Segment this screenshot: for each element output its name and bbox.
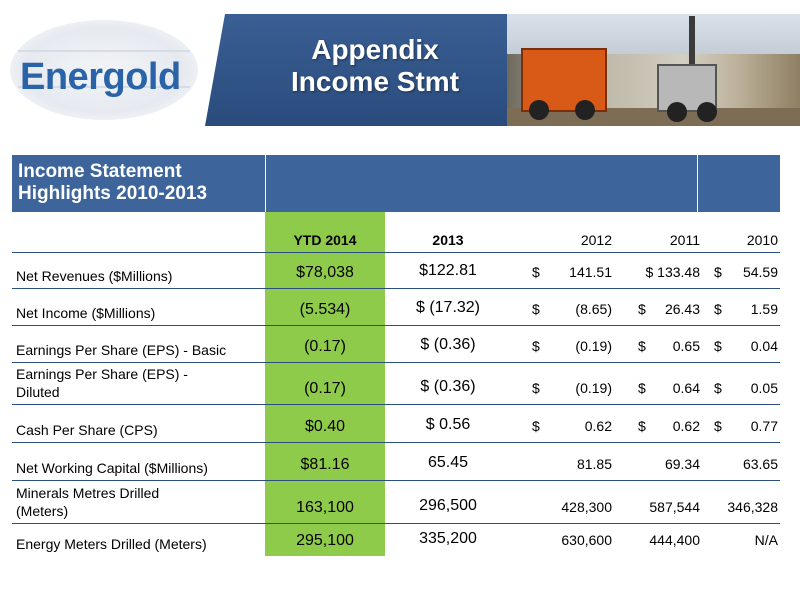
dollar-sign: $: [714, 380, 722, 396]
row-label: Net Revenues ($Millions): [16, 268, 173, 284]
value-2010: 63.65: [742, 456, 778, 472]
drill-rig-image: [689, 16, 695, 108]
row-label: Earnings Per Share (EPS) - Diluted: [16, 366, 188, 400]
value-2011: 0.62: [672, 418, 700, 434]
value-2011: 69.34: [664, 456, 700, 472]
value-2013: $ (0.36): [420, 336, 476, 353]
ytd-2014-value: (0.17): [304, 380, 346, 397]
ytd-2014-value: (0.17): [304, 338, 346, 355]
value-2011: 0.65: [672, 338, 700, 354]
value-2010: 0.04: [750, 338, 778, 354]
value-2010: 0.05: [750, 380, 778, 396]
slide-title-line1: Appendix: [311, 34, 439, 65]
ytd-highlight-column: [265, 212, 385, 556]
value-2011: $ 133.48: [645, 264, 701, 280]
value-2012: 141.51: [569, 264, 612, 280]
dollar-sign: $: [532, 264, 540, 280]
table-title-line1: Income Statement: [18, 161, 182, 182]
column-header-1: 2013: [432, 232, 464, 248]
value-2010: 54.59: [742, 264, 778, 280]
globe-icon: [10, 20, 198, 120]
drilling-photos: [507, 14, 800, 126]
value-2013: $ 0.56: [425, 416, 471, 433]
energold-logo: Energold: [0, 12, 210, 130]
value-2010: 346,328: [727, 499, 778, 515]
dollar-sign: $: [638, 380, 646, 396]
column-header-4: 2010: [746, 232, 778, 248]
value-2013: $ (17.32): [415, 299, 481, 316]
row-label: Earnings Per Share (EPS) - Basic: [16, 342, 227, 358]
value-2012: 0.62: [584, 418, 612, 434]
dollar-sign: $: [714, 418, 722, 434]
table-header-band: Income Statement Highlights 2010-2013: [12, 155, 780, 212]
row-label: Cash Per Share (CPS): [16, 422, 158, 438]
value-2011: 26.43: [664, 301, 700, 317]
value-2012: (0.19): [575, 338, 612, 354]
value-2011: 587,544: [649, 499, 700, 515]
ytd-2014-value: 163,100: [296, 499, 354, 516]
value-2011: 444,400: [649, 532, 700, 548]
dollar-sign: $: [638, 418, 646, 434]
dollar-sign: $: [532, 301, 540, 317]
title-banner: Appendix Income Stmt: [205, 14, 800, 126]
income-statement-table: Income Statement Highlights 2010-2013 YT…: [12, 155, 780, 556]
column-header-0: YTD 2014: [293, 232, 357, 248]
logo-text: Energold: [20, 56, 181, 98]
dollar-sign: $: [532, 418, 540, 434]
dollar-sign: $: [532, 338, 540, 354]
slide-title: Appendix Income Stmt: [245, 34, 505, 98]
value-2012: (0.19): [575, 380, 612, 396]
value-2013: $ (0.36): [420, 378, 476, 395]
slide-title-line2: Income Stmt: [290, 66, 460, 97]
value-2013: 65.45: [427, 454, 469, 471]
value-2010: N/A: [754, 532, 778, 548]
value-2012: (8.65): [575, 301, 612, 317]
dollar-sign: $: [714, 338, 722, 354]
value-2013: $122.81: [419, 262, 477, 279]
value-2011: 0.64: [672, 380, 700, 396]
value-2013: 296,500: [419, 497, 477, 514]
value-2012: 428,300: [561, 499, 612, 515]
row-label: Energy Meters Drilled (Meters): [16, 536, 207, 552]
row-label: Minerals Metres Drilled (Meters): [16, 485, 160, 519]
value-2012: 630,600: [561, 532, 612, 548]
dollar-sign: $: [638, 301, 646, 317]
dollar-sign: $: [714, 264, 722, 280]
dollar-sign: $: [532, 380, 540, 396]
row-label: Net Income ($Millions): [16, 305, 156, 321]
ytd-2014-value: (5.534): [299, 301, 351, 318]
row-label: Net Working Capital ($Millions): [16, 460, 208, 476]
table-title: Income Statement Highlights 2010-2013: [18, 161, 268, 205]
ytd-2014-value: $0.40: [304, 418, 346, 435]
dollar-sign: $: [714, 301, 722, 317]
column-header-3: 2011: [669, 232, 700, 248]
table-title-line2: Highlights 2010-2013: [18, 183, 208, 204]
value-2010: 0.77: [750, 418, 778, 434]
value-2013: 335,200: [419, 530, 477, 547]
ytd-2014-value: $78,038: [296, 264, 354, 281]
dollar-sign: $: [638, 338, 646, 354]
column-header-2: 2012: [580, 232, 612, 248]
ytd-2014-value: 295,100: [296, 532, 354, 549]
value-2012: 81.85: [576, 456, 612, 472]
value-2010: 1.59: [750, 301, 778, 317]
ytd-2014-value: $81.16: [300, 456, 350, 473]
